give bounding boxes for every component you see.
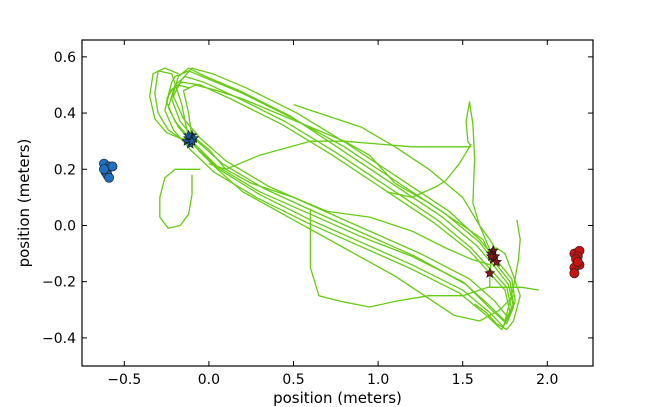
trajectory-line [208,140,472,170]
x-tick-label: 1.0 [367,372,389,388]
data-point [572,257,583,267]
data-point [99,164,109,175]
trajectory-line [293,103,493,254]
y-axis-label: position (meters) [15,139,33,268]
trajectory-line [194,137,490,266]
trajectory-line [154,70,190,140]
y-tick-label: 0.4 [54,106,76,122]
data-point-star [186,135,198,146]
trajectory-line [172,67,516,319]
y-tick-label: −0.2 [42,275,76,291]
data-point-star [484,267,496,278]
x-axis-label: position (meters) [273,389,402,407]
trajectory-layer [149,67,540,331]
x-tick-label: 0.5 [282,372,304,388]
x-tick-label: 0.0 [198,372,220,388]
data-point [104,172,115,183]
trajectory-line [171,67,515,325]
x-tick-label: 1.5 [452,372,474,388]
x-tick-label: 2.0 [536,372,558,388]
trajectory-line [465,101,498,252]
trajectory-line [189,140,514,322]
y-tick-label: 0.6 [54,50,76,66]
x-tick-label: −0.5 [107,372,141,388]
trajectory-line [182,84,491,254]
trajectory-line [149,67,188,142]
y-tick-label: 0.2 [54,162,76,178]
marker-layer [99,129,585,279]
trajectory-line [159,168,201,229]
trajectory-line [386,143,472,199]
trajectory-line [167,75,513,328]
data-point [107,161,118,172]
trajectory-line [166,84,189,100]
data-point-star [183,129,195,141]
data-point-star [485,250,497,262]
data-point-star [491,256,503,267]
plot-frame [81,39,594,367]
axis-layer: −0.5 0.0 0.5 1.0 1.5 2.0 −0.4 −0.2 0.0 0.2 0.4 0.6 [42,40,593,388]
trajectory-line [164,81,511,331]
data-point [569,268,580,279]
y-tick-label: 0.0 [54,218,76,234]
trajectory-line [504,219,521,322]
trajectory-line [309,208,540,308]
y-tick-label: −0.4 [42,331,76,347]
